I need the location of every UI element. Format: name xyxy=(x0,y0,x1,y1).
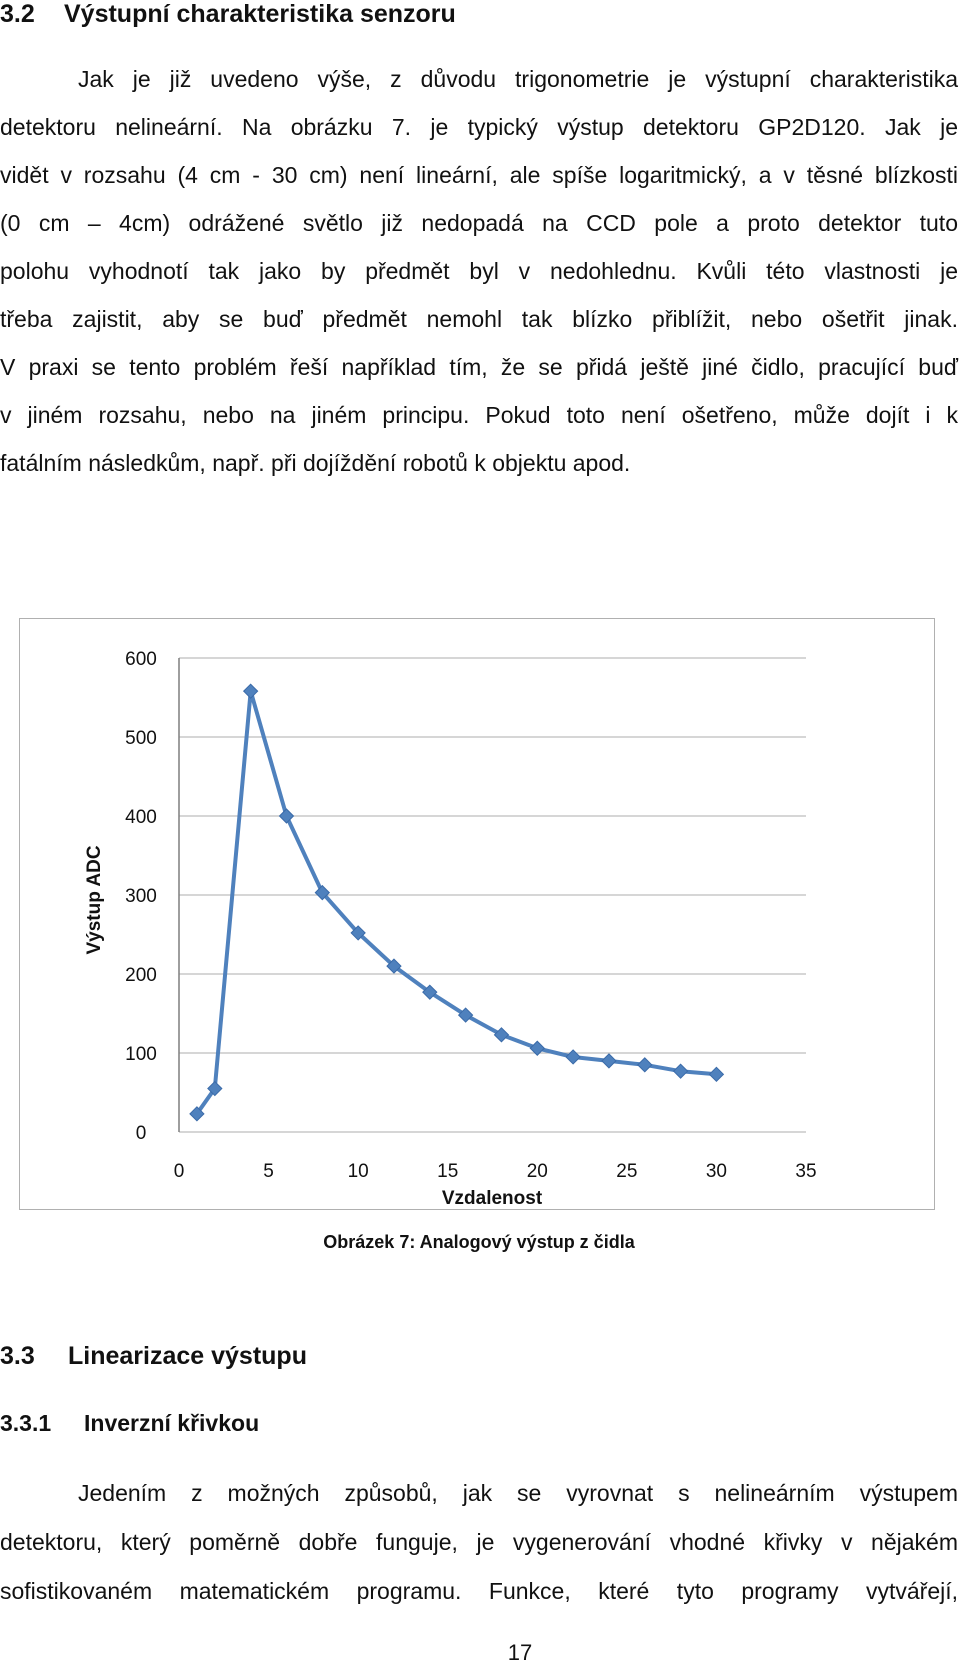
data-point xyxy=(350,925,366,941)
paragraph-line: Jak je již uvedeno výše, z důvodu trigon… xyxy=(78,66,958,92)
data-point xyxy=(189,1106,205,1122)
x-tick-label: 35 xyxy=(795,1161,816,1182)
paragraph-line: vidět v rozsahu (4 cm - 30 cm) není line… xyxy=(0,162,958,188)
data-point xyxy=(207,1080,223,1097)
y-tick-label: 600 xyxy=(125,649,157,670)
data-point xyxy=(386,958,402,974)
data-point xyxy=(278,808,295,824)
section-heading-3-2: 3.2 Výstupní charakteristika senzoru xyxy=(0,0,456,29)
paragraph-line: detektoru, který poměrně dobře funguje, … xyxy=(0,1529,958,1555)
paragraph-line: fatálním následkům, např. při dojíždění … xyxy=(0,450,631,476)
y-tick-label: 300 xyxy=(125,886,157,907)
section-title: Inverzní křivkou xyxy=(84,1410,260,1436)
x-tick-label: 0 xyxy=(174,1161,185,1182)
section-title: Linearizace výstupu xyxy=(68,1342,307,1370)
section-number: 3.3.1 xyxy=(0,1410,52,1436)
data-point xyxy=(601,1053,617,1069)
x-tick-label: 25 xyxy=(616,1161,637,1182)
data-point xyxy=(457,1007,474,1023)
section-number: 3.3 xyxy=(0,1342,35,1370)
section-title: Výstupní charakteristika senzoru xyxy=(64,0,456,28)
chart-frame xyxy=(19,618,935,1210)
x-axis-title: Vzdalenost xyxy=(442,1188,543,1209)
section-number: 3.2 xyxy=(0,0,35,28)
figure-caption: Obrázek 7: Analogový výstup z čidla xyxy=(323,1232,635,1252)
page-number: 17 xyxy=(507,1640,533,1665)
y-axis-title: Výstup ADC xyxy=(84,845,105,954)
y-tick-label: 400 xyxy=(125,807,157,828)
x-tick-label: 30 xyxy=(706,1161,727,1182)
data-point xyxy=(708,1066,725,1083)
data-point xyxy=(637,1057,653,1073)
series-line xyxy=(195,689,717,1115)
paragraph-line: Jedením z možných způsobů, jak se vyrovn… xyxy=(78,1480,958,1506)
x-tick-label: 15 xyxy=(437,1161,458,1182)
section-heading-3-3-1: 3.3.1 Inverzní křivkou xyxy=(0,1410,259,1437)
x-tick-label: 5 xyxy=(263,1161,274,1182)
line-chart: 0 100 200 300 400 500 600 0 5 10 15 20 25 30 35 Vzdalen… xyxy=(84,649,817,1209)
data-point xyxy=(565,1049,581,1065)
paragraph-line: v jiném rozsahu, nebo na jiném principu.… xyxy=(0,402,958,428)
paragraph-line: sofistikovaném matematickém programu. Fu… xyxy=(0,1578,958,1604)
section-heading-3-3: 3.3 Linearizace výstupu xyxy=(0,1342,307,1371)
data-point xyxy=(529,1040,545,1056)
paragraph-line: V praxi se tento problém řeší například … xyxy=(0,354,958,380)
data-point xyxy=(672,1063,689,1079)
data-point xyxy=(493,1027,510,1043)
y-tick-label: 200 xyxy=(125,965,157,986)
paragraph-line: detektoru nelineární. Na obrázku 7. je t… xyxy=(0,114,958,140)
data-point xyxy=(422,984,438,1000)
x-tick-label: 10 xyxy=(348,1161,369,1182)
data-point xyxy=(242,683,259,699)
paragraph-line: (0 cm – 4cm) odrážené světlo již nedopad… xyxy=(0,210,958,236)
y-tick-label: 100 xyxy=(125,1044,157,1065)
paragraph-line: třeba zajistit, aby se buď předmět nemoh… xyxy=(0,306,958,332)
y-tick-label: 0 xyxy=(136,1123,147,1144)
y-tick-label: 500 xyxy=(125,728,157,749)
paragraph-line: polohu vyhodnotí tak jako by předmět byl… xyxy=(0,258,958,284)
x-tick-label: 20 xyxy=(527,1161,548,1182)
data-point xyxy=(314,884,331,901)
